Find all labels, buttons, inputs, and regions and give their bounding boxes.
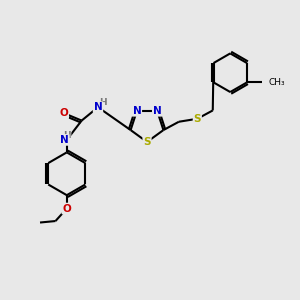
Text: H: H: [99, 98, 106, 107]
Text: O: O: [62, 204, 71, 214]
Text: H: H: [63, 131, 70, 140]
Text: O: O: [59, 108, 68, 118]
Text: CH₃: CH₃: [269, 78, 286, 87]
Text: N: N: [60, 135, 69, 145]
Text: N: N: [94, 102, 102, 112]
Text: S: S: [194, 114, 201, 124]
Text: N: N: [153, 106, 161, 116]
Text: N: N: [133, 106, 141, 116]
Text: S: S: [143, 137, 151, 147]
